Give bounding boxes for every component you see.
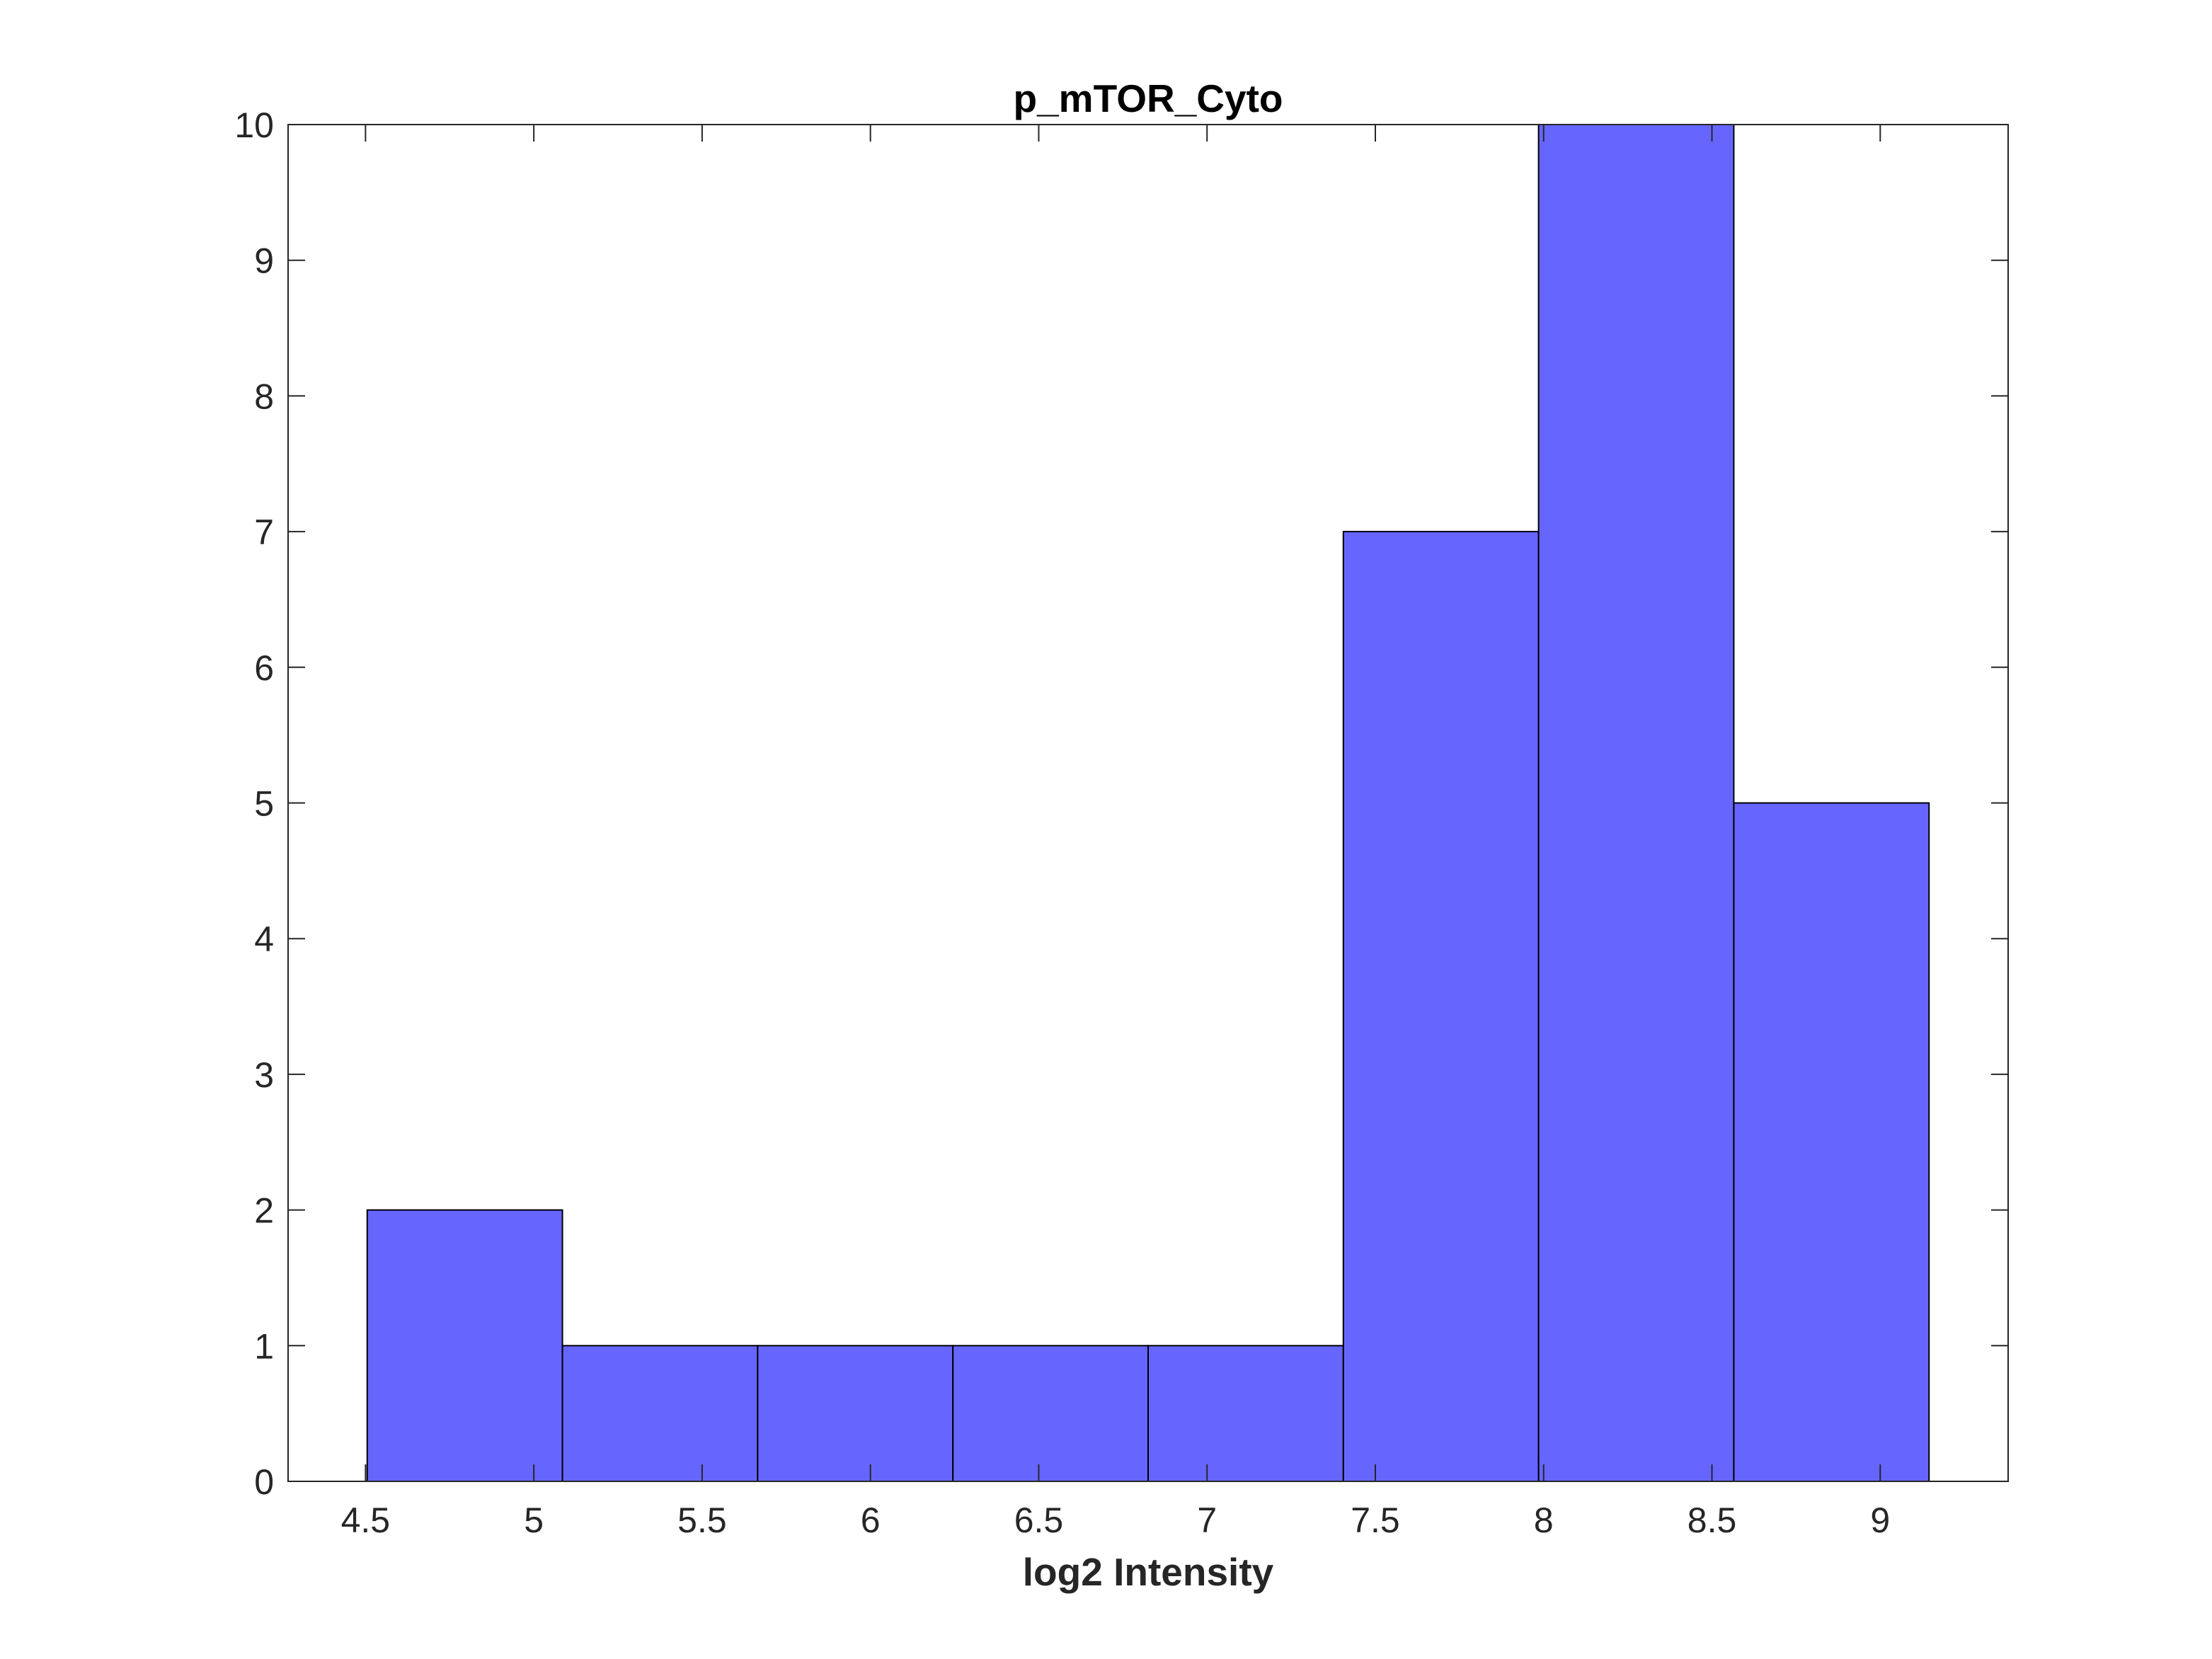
y-tick-label: 3 (254, 1055, 274, 1095)
y-tick-label: 10 (234, 105, 274, 145)
x-tick-label: 5.5 (677, 1500, 727, 1540)
x-tick-label: 8 (1534, 1500, 1554, 1540)
x-tick-label: 6.5 (1014, 1500, 1064, 1540)
y-tick-label: 4 (254, 919, 274, 959)
histogram-bar (1147, 1345, 1344, 1483)
x-tick-label: 4.5 (341, 1500, 391, 1540)
x-tick-label: 9 (1870, 1500, 1890, 1540)
y-tick-label: 5 (254, 784, 274, 824)
histogram-bar (1342, 531, 1540, 1482)
x-tick-label: 7 (1197, 1500, 1217, 1540)
y-tick-label: 2 (254, 1191, 274, 1231)
y-tick-label: 6 (254, 648, 274, 688)
x-tick-label: 5 (524, 1500, 544, 1540)
y-tick-label: 8 (254, 377, 274, 416)
histogram-bar (757, 1345, 954, 1483)
histogram-bar (1733, 802, 1930, 1482)
histogram-bar (561, 1345, 759, 1483)
histogram-bar (952, 1345, 1149, 1483)
x-tick-label: 6 (861, 1500, 881, 1540)
chart-title: p_mTOR_Cyto (1014, 76, 1283, 120)
x-tick-label: 8.5 (1687, 1500, 1737, 1540)
y-tick-label: 7 (254, 512, 274, 552)
histogram-bar (366, 1209, 563, 1482)
x-axis-label: log2 Intensity (1023, 1550, 1274, 1594)
y-tick-label: 0 (254, 1462, 274, 1502)
axes-box (287, 124, 2009, 1482)
x-tick-label: 7.5 (1351, 1500, 1400, 1540)
histogram-bar (1537, 124, 1735, 1482)
y-tick-label: 9 (254, 241, 274, 281)
y-tick-label: 1 (254, 1326, 274, 1366)
bars-group (366, 124, 1930, 1483)
